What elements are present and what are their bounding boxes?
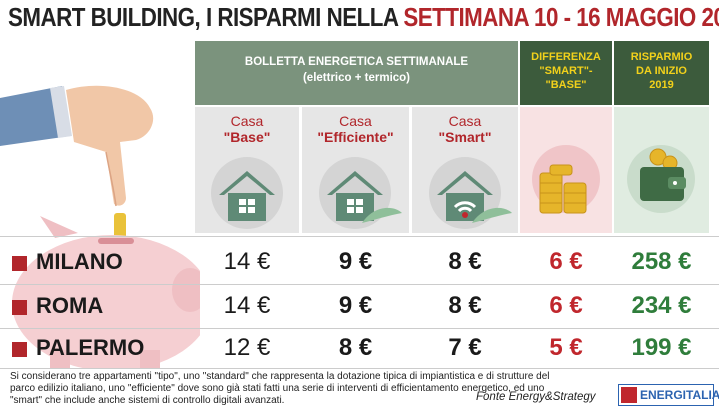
casa-base-name: "Base" bbox=[223, 129, 271, 145]
city-roma: ROMA bbox=[36, 293, 104, 318]
diff-line3: "BASE" bbox=[545, 79, 587, 91]
ris-line1: RISPARMIO bbox=[630, 51, 693, 63]
casa-efficiente-label: Casa bbox=[339, 113, 372, 129]
energitalia-logo: ENERGITALIA bbox=[618, 384, 719, 406]
row-divider bbox=[0, 284, 719, 285]
bolletta-header: BOLLETTA ENERGETICA SETTIMANALE (elettri… bbox=[195, 41, 518, 105]
row-divider bbox=[0, 368, 719, 369]
footnote: Si considerano tre appartamenti "tipo", … bbox=[10, 371, 550, 406]
city-milano: MILANO bbox=[36, 249, 123, 274]
value-smart: 8 € bbox=[448, 292, 482, 319]
bolletta-title: BOLLETTA ENERGETICA SETTIMANALE bbox=[244, 56, 469, 68]
value-difference: 6 € bbox=[549, 292, 583, 319]
value-difference: 5 € bbox=[549, 334, 583, 361]
house-smart-icon bbox=[429, 157, 512, 229]
logo-mark-icon bbox=[621, 387, 637, 403]
column-efficiente: Casa "Efficiente" bbox=[302, 107, 409, 233]
savings-header: RISPARMIO DA INIZIO 2019 bbox=[614, 41, 709, 105]
value-base: 12 € bbox=[223, 334, 271, 361]
page-title: SMART BUILDING, I RISPARMI NELLA SETTIMA… bbox=[8, 2, 719, 33]
casa-smart-name: "Smart" bbox=[438, 129, 492, 145]
row-divider bbox=[0, 236, 719, 237]
value-base: 14 € bbox=[223, 292, 271, 319]
house-base-icon bbox=[211, 157, 283, 229]
casa-base-label: Casa bbox=[230, 113, 264, 129]
wallet-icon bbox=[627, 145, 695, 213]
diff-line1: DIFFERENZA bbox=[531, 51, 601, 63]
casa-efficiente-name: "Efficiente" bbox=[317, 129, 394, 145]
difference-header: DIFFERENZA "SMART"- "BASE" bbox=[520, 41, 612, 105]
ris-line3: 2019 bbox=[649, 79, 674, 91]
bullet-icon bbox=[12, 256, 27, 271]
value-efficiente: 9 € bbox=[338, 292, 373, 319]
title-main: SMART BUILDING, I RISPARMI NELLA bbox=[8, 2, 404, 32]
source-credit: Fonte Energy&Strategy bbox=[476, 391, 596, 403]
column-base: Casa "Base" bbox=[195, 107, 299, 233]
city-palermo: PALERMO bbox=[36, 335, 145, 360]
title-week: SETTIMANA 10 - 16 MAGGIO 2019 bbox=[403, 2, 719, 32]
bullet-icon bbox=[12, 300, 27, 315]
value-base: 14 € bbox=[223, 248, 271, 275]
value-efficiente: 9 € bbox=[338, 248, 373, 275]
house-efficient-icon bbox=[319, 157, 402, 229]
coins-icon bbox=[532, 145, 600, 214]
casa-smart-label: Casa bbox=[448, 113, 482, 129]
bolletta-subtitle: (elettrico + termico) bbox=[302, 72, 411, 84]
value-difference: 6 € bbox=[549, 248, 583, 275]
value-smart: 7 € bbox=[448, 334, 482, 361]
column-difference bbox=[520, 107, 612, 233]
column-savings bbox=[614, 107, 709, 233]
bullet-icon bbox=[12, 342, 27, 357]
value-savings: 199 € bbox=[631, 334, 692, 361]
column-smart: Casa "Smart" bbox=[412, 107, 518, 233]
value-savings: 258 € bbox=[631, 248, 692, 275]
diff-line2: "SMART"- bbox=[539, 65, 593, 77]
value-savings: 234 € bbox=[631, 292, 692, 319]
value-smart: 8 € bbox=[448, 248, 482, 275]
piggy-bank-illustration bbox=[0, 85, 200, 368]
value-efficiente: 8 € bbox=[338, 334, 373, 361]
logo-text: ENERGITALIA bbox=[640, 388, 719, 402]
row-divider bbox=[0, 328, 719, 329]
ris-line2: DA INIZIO bbox=[636, 65, 687, 77]
